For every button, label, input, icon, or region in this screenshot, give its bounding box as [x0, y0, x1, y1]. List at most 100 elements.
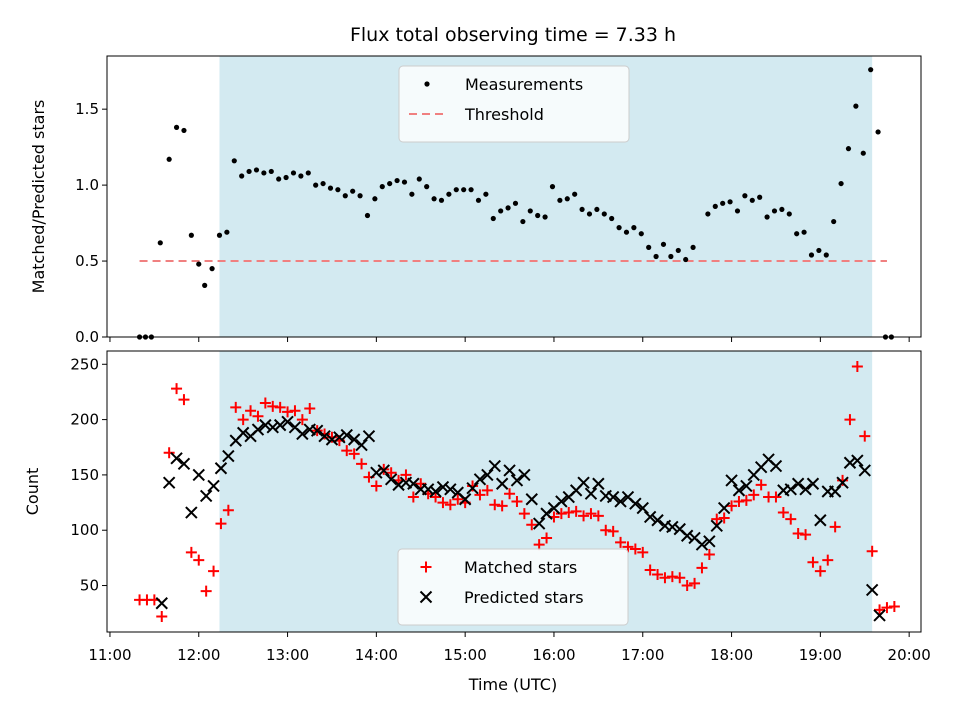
data-point	[586, 211, 593, 217]
data-point	[236, 426, 250, 440]
data-point	[163, 447, 175, 459]
data-point	[372, 196, 378, 202]
data-point	[185, 506, 198, 519]
data-point	[637, 546, 649, 558]
y-tick-label: 200	[70, 411, 99, 429]
data-point	[770, 491, 782, 503]
data-point	[570, 505, 582, 517]
y-tick-label: 1.5	[75, 100, 99, 118]
data-point	[320, 180, 326, 187]
data-point	[259, 418, 272, 432]
data-point	[579, 206, 585, 213]
data-point	[644, 564, 656, 576]
data-point	[394, 177, 400, 184]
data-point	[512, 200, 519, 206]
x-tick-label: 12:00	[177, 646, 220, 664]
data-point	[215, 518, 227, 530]
data-point	[453, 187, 459, 193]
data-point	[364, 212, 371, 219]
data-point	[496, 500, 508, 512]
legend-marker	[420, 561, 432, 573]
data-point	[341, 445, 353, 457]
data-point	[799, 483, 812, 496]
data-point	[710, 519, 723, 533]
data-point	[282, 406, 294, 418]
data-point	[505, 205, 511, 211]
data-point	[600, 524, 612, 536]
data-point	[755, 479, 767, 491]
data-point	[304, 403, 316, 415]
data-point	[436, 480, 450, 494]
data-point	[822, 554, 834, 566]
data-point	[415, 478, 427, 490]
series-matched-stars	[134, 360, 900, 623]
data-point	[231, 158, 237, 164]
data-point	[609, 215, 615, 222]
data-point	[488, 459, 501, 473]
data-point	[202, 282, 208, 288]
legend-label: Threshold	[464, 105, 544, 124]
data-point	[276, 176, 282, 182]
data-point	[769, 459, 783, 473]
data-point	[379, 184, 385, 190]
data-point	[510, 474, 524, 487]
data-point	[592, 510, 604, 522]
data-point	[431, 196, 437, 202]
data-point	[563, 507, 575, 519]
data-point	[327, 185, 334, 191]
data-point	[695, 538, 709, 551]
data-point	[689, 577, 701, 589]
series-measurements	[136, 67, 895, 340]
data-point	[733, 495, 745, 507]
data-point	[816, 247, 822, 254]
data-point	[421, 483, 435, 496]
x-tick-label: 19:00	[799, 646, 842, 664]
legend-label: Matched stars	[464, 558, 577, 577]
data-point	[740, 479, 753, 493]
data-point	[823, 252, 829, 258]
data-point	[653, 253, 659, 260]
data-point	[245, 405, 257, 417]
data-point	[683, 256, 689, 263]
data-point	[851, 360, 863, 372]
data-point	[224, 229, 230, 235]
data-point	[207, 479, 220, 493]
legend-box	[398, 65, 630, 143]
data-point	[259, 397, 271, 409]
data-point	[214, 462, 228, 475]
y-tick-label: 0.0	[75, 328, 99, 346]
data-point	[740, 494, 752, 506]
data-point	[651, 514, 664, 527]
x-tick-label: 13:00	[266, 646, 309, 664]
data-point	[387, 180, 393, 187]
data-point	[409, 191, 415, 197]
x-tick-label: 18:00	[710, 646, 753, 664]
data-point	[865, 583, 879, 597]
data-point	[222, 449, 235, 463]
data-point	[481, 484, 493, 496]
data-point	[794, 231, 800, 237]
data-point	[837, 474, 849, 486]
data-point	[452, 493, 464, 505]
data-point	[851, 454, 864, 467]
data-point	[458, 493, 472, 506]
data-point	[652, 568, 664, 580]
series-predicted-stars	[155, 415, 886, 622]
data-point	[230, 401, 242, 413]
data-point	[193, 554, 205, 566]
data-point	[705, 211, 711, 217]
data-point	[335, 187, 341, 193]
data-point	[616, 225, 622, 231]
data-point	[416, 176, 422, 182]
data-point	[342, 193, 348, 199]
data-point	[310, 424, 324, 437]
data-point	[584, 487, 598, 500]
data-point	[675, 247, 681, 254]
data-point	[828, 485, 842, 498]
y-tick-label: 50	[80, 577, 99, 595]
data-point	[377, 464, 390, 477]
data-point	[814, 514, 827, 527]
data-point	[490, 215, 496, 222]
data-point	[357, 193, 363, 199]
data-point	[800, 529, 812, 541]
